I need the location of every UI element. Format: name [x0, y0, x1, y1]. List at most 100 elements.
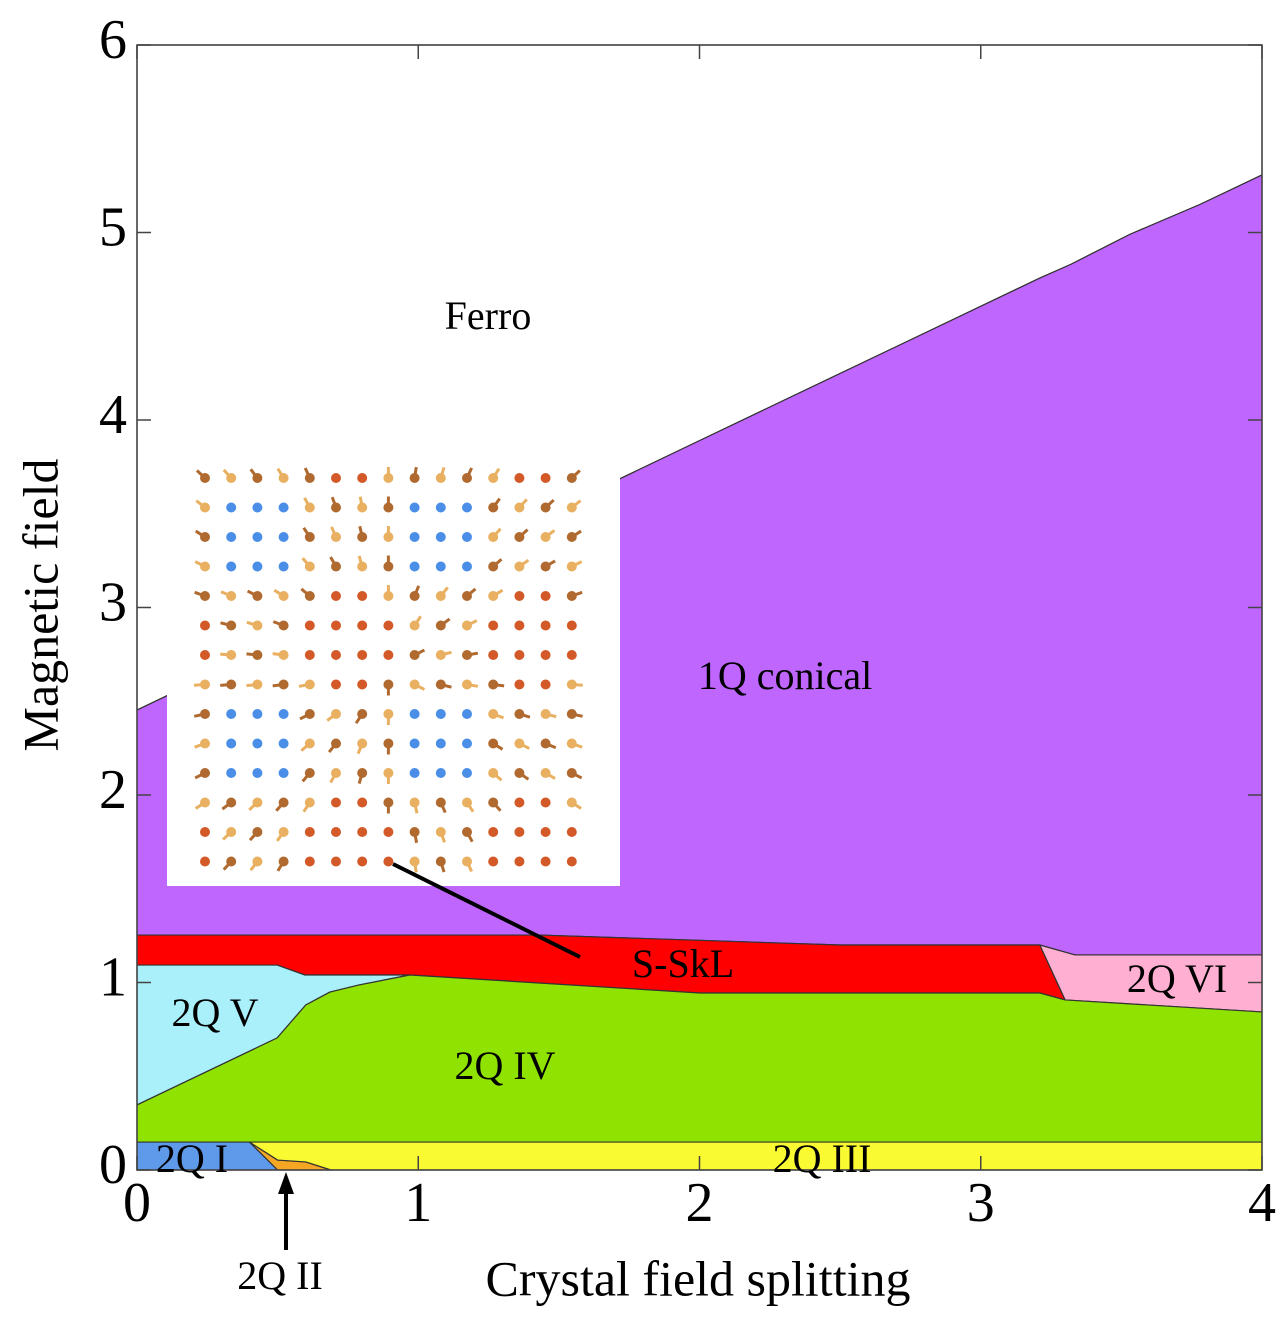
- spin-arrow: [246, 683, 258, 688]
- spin: [540, 591, 551, 601]
- spin-arrow: [465, 801, 475, 813]
- spin-arrow: [493, 683, 505, 688]
- spin: [331, 591, 341, 601]
- spin-arrow: [194, 742, 206, 749]
- spin-arrow: [413, 683, 426, 691]
- spin-arrow: [301, 557, 311, 568]
- spin: [357, 650, 368, 660]
- spin: [278, 532, 289, 542]
- spin: [409, 561, 420, 572]
- spin: [331, 679, 341, 690]
- spin-arrow: [327, 742, 338, 754]
- spin-arrow: [492, 558, 503, 568]
- spin-arrow: [356, 742, 364, 755]
- spin-arrow: [248, 801, 259, 811]
- spin-arrow: [249, 860, 259, 872]
- y-tick-label: 3: [99, 571, 127, 633]
- pointer-line: [392, 862, 581, 959]
- spin-arrow: [220, 590, 232, 598]
- spin-arrow: [195, 499, 206, 509]
- spin-arrow: [194, 801, 206, 810]
- spin-arrow: [571, 771, 583, 780]
- region-label: Ferro: [445, 293, 532, 338]
- spin: [383, 620, 394, 631]
- spin-arrow: [246, 620, 258, 627]
- spin: [462, 709, 472, 719]
- spin: [514, 827, 525, 837]
- spin-arrow: [358, 496, 364, 508]
- spin-arrow: [413, 802, 419, 814]
- spin-arrow: [246, 589, 259, 598]
- spin-arrow: [570, 499, 582, 509]
- spin: [514, 856, 525, 867]
- spin-arrow: [466, 619, 478, 627]
- region-label: S-SkL: [632, 941, 734, 986]
- y-axis-title: Magnetic field: [12, 459, 68, 752]
- x-tick-label: 1: [404, 1172, 432, 1234]
- spin: [514, 650, 525, 660]
- spin-arrow: [545, 712, 557, 719]
- spin: [357, 591, 368, 601]
- spin: [488, 856, 499, 867]
- x-axis-title: Crystal field splitting: [486, 1250, 911, 1306]
- spin-arrow: [492, 712, 505, 720]
- spin-arrow: [194, 560, 206, 568]
- spin-arrow: [413, 466, 418, 479]
- spin: [278, 561, 289, 572]
- spin: [409, 532, 420, 542]
- spin-arrow: [276, 467, 285, 479]
- spin-arrow: [221, 801, 233, 811]
- spin: [566, 827, 577, 837]
- spin: [357, 473, 368, 483]
- spin: [462, 532, 472, 542]
- spin: [462, 768, 472, 778]
- region-label: 2Q IV: [454, 1043, 555, 1088]
- spin-arrow: [466, 587, 477, 598]
- spin: [409, 738, 420, 749]
- spin: [226, 561, 237, 572]
- spin-arrow: [440, 650, 452, 657]
- spin: [278, 502, 289, 513]
- spin: [357, 797, 368, 808]
- x-tick-label: 3: [967, 1172, 995, 1234]
- spin-arrow: [413, 648, 426, 657]
- spin: [540, 650, 551, 660]
- spin-arrow: [330, 526, 338, 538]
- spin-arrow: [275, 831, 285, 842]
- spin-texture-inset: [167, 455, 620, 886]
- region-label: 2Q II: [237, 1253, 323, 1298]
- spin-arrow: [439, 831, 446, 843]
- spin: [304, 856, 315, 867]
- spin-arrow: [439, 586, 449, 597]
- spin-arrow: [492, 771, 503, 782]
- spin: [435, 532, 446, 542]
- spin-arrow: [354, 713, 364, 724]
- x-tick-label: 0: [123, 1172, 151, 1234]
- spin-arrow: [440, 683, 452, 689]
- spin: [331, 856, 341, 867]
- spin: [435, 738, 446, 749]
- spin-arrow: [439, 617, 451, 627]
- spin: [435, 768, 446, 778]
- spin-arrow: [491, 467, 501, 479]
- spin-arrow: [465, 860, 473, 873]
- spin: [540, 679, 551, 690]
- spin-arrow: [222, 860, 233, 871]
- spin-arrow: [222, 468, 233, 480]
- spin: [304, 650, 315, 660]
- spin-arrow: [249, 468, 259, 479]
- spin-arrow: [413, 585, 421, 597]
- spin: [226, 532, 237, 542]
- spin: [252, 709, 263, 719]
- spin-arrow: [299, 712, 311, 721]
- spin: [488, 827, 499, 837]
- spin-arrow: [248, 830, 259, 842]
- y-tick-label: 6: [99, 9, 127, 71]
- spin: [331, 650, 341, 660]
- spin-arrow: [544, 559, 556, 568]
- spin: [540, 856, 551, 867]
- region-label: 1Q conical: [698, 653, 872, 698]
- spin-arrow: [465, 831, 474, 843]
- spin-arrow: [220, 621, 232, 627]
